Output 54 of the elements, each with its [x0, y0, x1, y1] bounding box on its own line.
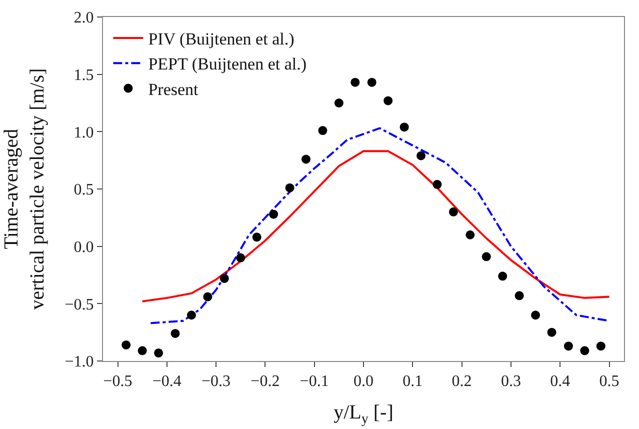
y-tick-label: 0.5	[74, 182, 94, 199]
point	[547, 328, 556, 337]
point	[531, 310, 540, 320]
legend-label: PEPT (Buijtenen et al.)	[148, 54, 307, 74]
x-tick-label: −0.3	[202, 373, 231, 390]
point	[384, 96, 393, 106]
point	[482, 252, 491, 262]
point	[416, 151, 426, 160]
y-tick-label: 2.0	[74, 10, 94, 27]
point	[236, 253, 246, 262]
line-series	[141, 150, 610, 302]
point	[301, 154, 310, 164]
point	[170, 328, 180, 338]
y-tick-label: −0.5	[64, 296, 94, 314]
point	[350, 78, 360, 87]
y-tick-label: 1.5	[74, 66, 94, 84]
point	[252, 232, 262, 242]
x-tick-label: 0.2	[452, 373, 472, 390]
point	[400, 122, 409, 132]
x-tick-label: 0.5	[599, 373, 620, 390]
y-tick-label: −1.0	[64, 354, 94, 371]
point	[285, 183, 294, 192]
point	[564, 342, 573, 351]
x-tick-label: 0.0	[354, 373, 374, 390]
point	[138, 346, 147, 356]
x-tick-label: 0.1	[402, 373, 423, 390]
y-tick-label: 1.0	[74, 124, 94, 142]
x-tick-label: −0.4	[152, 373, 182, 390]
point	[367, 78, 376, 87]
x-tick-label: −0.5	[103, 373, 132, 390]
point	[580, 346, 590, 356]
point	[269, 210, 278, 219]
point	[432, 180, 442, 189]
x-tick-label: 0.4	[550, 373, 570, 390]
x-tick-label: 0.3	[500, 373, 521, 390]
point	[154, 348, 164, 358]
y-tick-label: 0.0	[74, 238, 94, 256]
point	[596, 342, 606, 351]
point	[448, 207, 458, 216]
x-axis-title: y/L$_{y}$ [-]	[334, 402, 394, 427]
point	[498, 272, 508, 281]
point	[334, 98, 344, 108]
point	[122, 340, 131, 350]
legend-label: Present	[148, 80, 199, 99]
point	[220, 274, 229, 283]
point	[318, 126, 328, 136]
y-axis-title: Time-averaged vertical particle velocity [m/s]	[0, 68, 48, 310]
point	[466, 230, 475, 240]
point	[203, 292, 212, 302]
point	[514, 291, 524, 300]
point	[186, 310, 196, 320]
legend-label: PIV (Buijtenen et al.)	[148, 30, 294, 49]
x-tick-label: −0.1	[300, 373, 329, 390]
x-tick-label: −0.2	[250, 373, 280, 390]
